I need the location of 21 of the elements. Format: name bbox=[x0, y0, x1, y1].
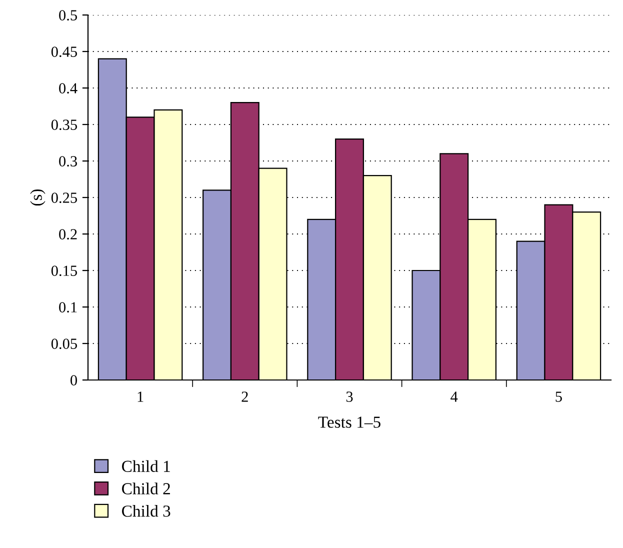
y-tick-label: 0.2 bbox=[59, 229, 77, 240]
y-tick-label: 0 bbox=[70, 375, 77, 386]
y-tick-label: 0.15 bbox=[51, 266, 77, 276]
x-tick-label: 5 bbox=[556, 392, 562, 402]
y-tick-label: 0.5 bbox=[59, 10, 77, 21]
x-tick-label: 2 bbox=[242, 392, 248, 402]
legend-label: Child 2 bbox=[122, 482, 170, 494]
legend-label: Child 3 bbox=[122, 505, 170, 517]
y-tick-label: 0.25 bbox=[51, 192, 77, 204]
x-tick-label: 1 bbox=[138, 392, 144, 402]
x-axis-title: Tests 1–5 bbox=[318, 416, 380, 428]
y-axis-title: (s) bbox=[30, 189, 46, 206]
y-tick-label: 0.05 bbox=[51, 338, 77, 350]
x-tick-label: 3 bbox=[346, 392, 353, 402]
y-tick-label: 0.1 bbox=[59, 302, 77, 313]
x-tick-label: 4 bbox=[450, 392, 458, 402]
y-tick-label: 0.4 bbox=[59, 83, 78, 94]
legend-label: Child 1 bbox=[122, 460, 170, 472]
y-tick-label: 0.3 bbox=[59, 156, 77, 167]
y-tick-label: 0.45 bbox=[51, 46, 77, 58]
y-tick-label: 0.35 bbox=[51, 120, 77, 130]
